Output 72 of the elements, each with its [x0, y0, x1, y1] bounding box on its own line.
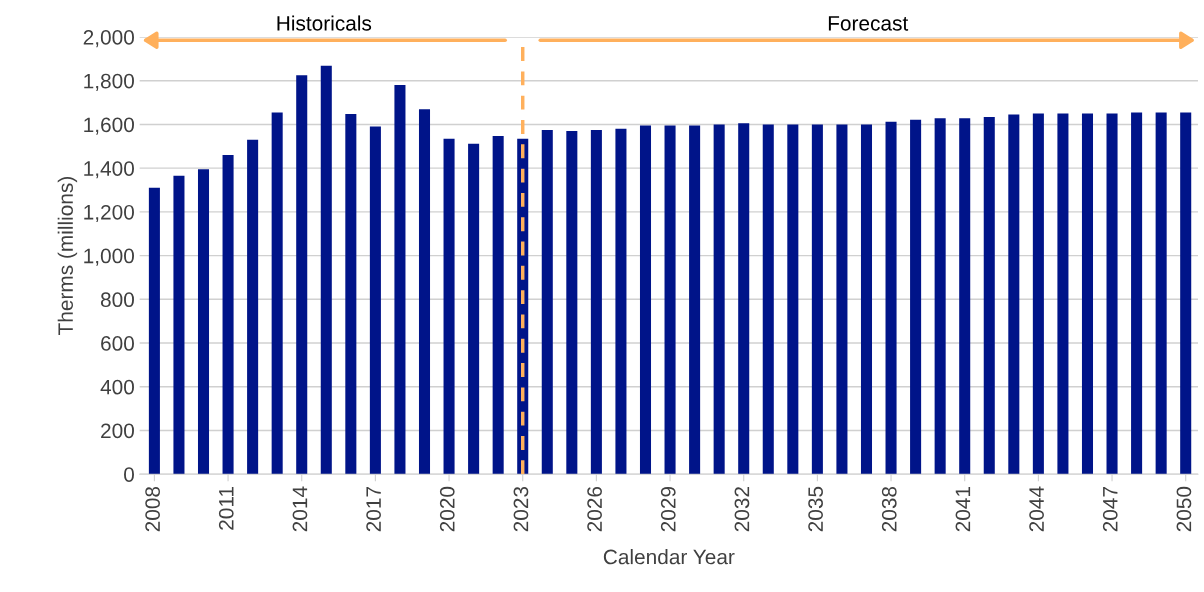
y-axis-title: Therms (millions)	[57, 177, 78, 335]
x-tick-label: 2047	[1102, 487, 1118, 532]
bar	[1081, 113, 1094, 475]
y-tick-label: 1,000	[84, 248, 134, 266]
bar	[983, 117, 995, 475]
bar	[811, 124, 823, 475]
x-tick-label: 2017	[366, 487, 381, 532]
y-tick-label: 0	[124, 467, 134, 482]
bar	[492, 136, 504, 475]
bar	[271, 112, 283, 475]
bar	[910, 119, 922, 475]
bar	[762, 124, 774, 475]
bar	[418, 109, 431, 475]
text: Historicals	[277, 15, 372, 31]
y-tick-label: 200	[101, 423, 134, 439]
bar	[296, 75, 308, 475]
y-tick-label: 1,400	[84, 161, 134, 179]
bar	[566, 131, 578, 475]
bar	[639, 125, 652, 475]
bar	[1155, 112, 1167, 475]
bar	[664, 125, 676, 475]
bar	[836, 124, 848, 475]
bar	[590, 129, 602, 475]
bar	[222, 155, 234, 475]
y-tick-label: 2,000	[83, 30, 134, 48]
x-tick-label: 2020	[439, 486, 455, 532]
y-tick-label: 1,800	[84, 73, 134, 91]
bar	[615, 128, 627, 475]
bar	[369, 126, 381, 475]
bar	[247, 139, 259, 475]
x-tick-label: 2044	[1029, 486, 1044, 532]
x-axis-title: Calendar Year	[603, 549, 735, 565]
bar	[787, 124, 799, 475]
bar	[148, 187, 160, 475]
bar	[1180, 112, 1192, 475]
x-tick-label: 2038	[881, 486, 897, 532]
bar	[934, 118, 946, 475]
y-tick-label: 800	[100, 292, 134, 308]
bar	[173, 175, 185, 475]
y-tick-label: 400	[100, 379, 134, 395]
bar	[443, 138, 455, 475]
x-tick-label: 2014	[292, 486, 308, 532]
x-tick-label: 2032	[734, 487, 750, 532]
bar	[689, 125, 701, 475]
bar	[713, 124, 725, 475]
x-tick-label: 2041	[955, 487, 971, 532]
bar	[197, 169, 210, 475]
x-tick-label: 2023	[513, 486, 529, 532]
bar	[320, 65, 332, 475]
bar	[738, 123, 750, 475]
x-tick-label: 2008	[145, 486, 160, 532]
bar	[885, 121, 897, 475]
x-tick-label: 2029	[660, 486, 676, 532]
x-tick-label: 2050	[1176, 486, 1192, 532]
bar	[1057, 113, 1069, 475]
x-tick-label: 2026	[587, 486, 602, 532]
bar	[468, 143, 480, 475]
bar	[1032, 113, 1044, 475]
y-tick-label: 1,600	[84, 117, 134, 135]
bar	[959, 118, 971, 475]
text: Forecast	[828, 16, 909, 31]
x-tick-label: 2035	[808, 486, 823, 532]
bar	[860, 124, 873, 475]
bar	[1131, 112, 1143, 475]
bar	[394, 85, 406, 475]
y-tick-label: 600	[101, 336, 134, 351]
bar	[541, 129, 553, 475]
y-tick-label: 1,200	[84, 204, 134, 223]
bar	[1008, 114, 1020, 475]
bar	[1106, 113, 1118, 475]
x-tick-label: 2011	[218, 487, 234, 530]
bar	[345, 113, 357, 475]
